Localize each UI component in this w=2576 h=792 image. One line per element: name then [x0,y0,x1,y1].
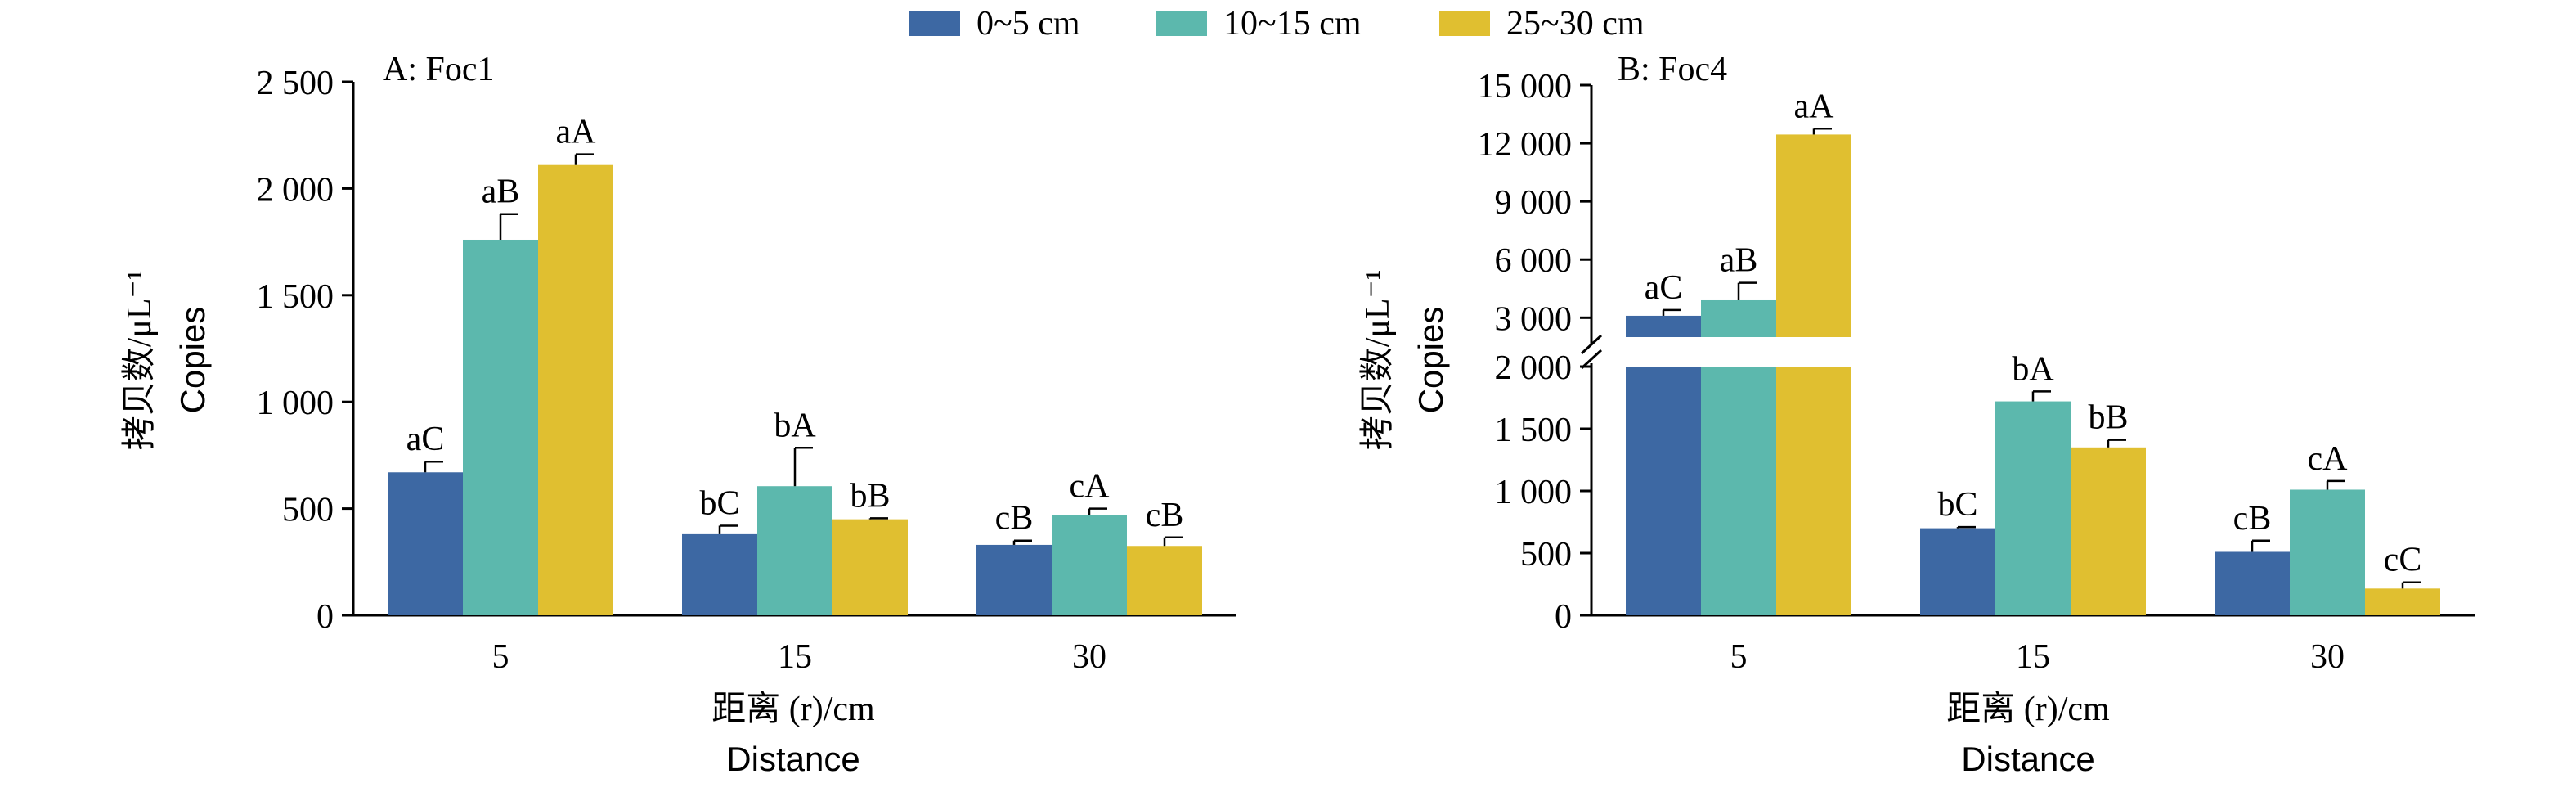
panel-a-bar-10-15-cm-5 [463,239,538,615]
panel-b-y-tick-label: 15 000 [1478,68,1573,106]
panel-b-sig-label: aC [1645,269,1683,307]
panel-a-sig-label: bC [699,484,739,522]
panel-b-y-axis-title: 拷贝数/μL⁻¹ Copies [1359,270,1450,451]
panel-a-x-tick-label-5: 5 [492,638,509,676]
panel-b-bar-25-30-cm-5-upper [1776,134,1851,337]
panel-b-x-tick-label-5: 5 [1730,638,1748,676]
panel-b-bar-10-15-cm-15 [1995,401,2071,615]
panel-a-title: A: Foc1 [383,51,495,88]
panel-b-axis-break-mark [1580,334,1603,355]
panel-a-sig-label: aC [406,421,445,458]
panel-a-xlabel-line2: Distance [726,740,859,778]
panel-b-y-tick-label: 3 000 [1495,300,1573,338]
panel-a-y-tick-label: 0 [316,598,334,636]
panel-b-x-tick-label-30: 30 [2310,638,2345,676]
panel-b-sig-label: aB [1720,242,1758,280]
panel-b-bar-25-30-cm-5-lower [1776,367,1851,615]
panel-a-bar-25-30-cm-30 [1127,546,1202,615]
panel-b-sig-label: cC [2384,542,2422,579]
legend-label-25-30cm: 25~30 cm [1506,5,1645,43]
panel-a-plot: 0 500 1 000 1 500 2 000 2 500 5 aC aB aA 15 bC bA bB 3… [257,65,1236,676]
panel-b-sig-label: cA [2308,440,2349,478]
panel-b: B: Foc4 拷贝数/μL⁻¹ Copies 0 500 1 000 1 500 2 … [1359,51,2475,778]
panel-a-y-tick-label: 2 500 [257,65,334,102]
panel-a-sig-label: cB [995,500,1034,538]
panel-a-bar-10-15-cm-30 [1052,515,1127,615]
legend-swatch-25-30cm [1439,11,1490,36]
panel-b-bar-0-5-cm-5-upper [1626,315,1701,337]
panel-b-bar-25-30-cm-15 [2071,447,2146,615]
panel-b-plot: 0 500 1 000 1 500 2 000 3 000 6 000 9 000 12 000… [1478,68,2475,676]
panel-b-title: B: Foc4 [1618,51,1727,88]
panel-a-y-tick-label: 1 000 [257,385,334,422]
panel-a-y-tick-label: 500 [282,492,334,529]
panel-a-sig-label: bB [850,477,890,515]
panel-a-x-tick-label-15: 15 [778,638,812,676]
panel-a-sig-label: cA [1070,468,1111,506]
panel-b-sig-label: bA [2012,350,2054,388]
panel-b-bar-0-5-cm-5-lower [1626,367,1701,615]
panel-a-sig-label: bA [774,407,816,444]
panel-b-ylabel-line2: Copies [1411,307,1450,414]
panel-b-y-tick-label: 12 000 [1478,126,1573,164]
panel-b-x-tick-label-15: 15 [2016,638,2050,676]
panel-a-bar-0-5-cm-15 [682,533,757,615]
legend: 0~5 cm 10~15 cm 25~30 cm [909,5,1645,43]
panel-b-y-tick-label: 0 [1555,598,1572,636]
panel-a-y-axis-title: 拷贝数/μL⁻¹ Copies [121,270,212,451]
panel-b-ylabel-line1: 拷贝数/μL⁻¹ [1359,270,1397,451]
panel-b-y-tick-label: 2 000 [1495,349,1573,387]
legend-swatch-0-5cm [909,11,960,36]
panel-b-y-tick-label: 1 500 [1495,412,1573,449]
panel-a: A: Foc1 拷贝数/μL⁻¹ Copies 0 500 1 000 1 500 2 … [121,51,1236,778]
panel-a-ylabel-line2: Copies [173,307,212,414]
panel-a-bar-0-5-cm-30 [976,544,1052,615]
panel-b-y-tick-label: 500 [1520,536,1572,574]
panel-b-xlabel-line2: Distance [1961,740,2094,778]
panel-b-y-tick-label: 6 000 [1495,242,1573,280]
panel-a-xlabel-line1: 距离 (r)/cm [711,690,875,728]
legend-label-10-15cm: 10~15 cm [1223,5,1362,43]
panel-a-ylabel-line1: 拷贝数/μL⁻¹ [121,270,159,451]
legend-swatch-10-15cm [1156,11,1207,36]
panel-a-bar-25-30-cm-5 [538,164,613,615]
panel-b-bar-0-5-cm-30 [2215,551,2290,615]
panel-b-axis-break-mark [1580,349,1603,370]
panel-b-sig-label: bB [2088,399,2128,437]
panel-a-x-tick-label-30: 30 [1072,638,1106,676]
panel-b-bar-10-15-cm-30 [2290,489,2365,615]
legend-label-0-5cm: 0~5 cm [976,5,1080,43]
panel-a-bar-25-30-cm-15 [832,519,908,615]
panel-a-y-tick-label: 1 500 [257,278,334,316]
panel-b-y-tick-label: 1 000 [1495,474,1573,511]
panel-b-bar-10-15-cm-5-upper [1701,299,1776,337]
panel-a-sig-label: aA [556,114,597,151]
panel-b-sig-label: aA [1794,88,1835,125]
panel-b-y-tick-label: 9 000 [1495,184,1573,222]
panel-b-bar-0-5-cm-15 [1920,528,1995,615]
panel-b-bar-25-30-cm-30 [2365,588,2440,615]
panel-a-y-tick-label: 2 000 [257,171,334,209]
panel-b-sig-label: cB [2233,500,2272,538]
panel-b-bar-10-15-cm-5-lower [1701,367,1776,615]
panel-a-sig-label: cB [1146,497,1184,534]
panel-b-sig-label: bC [1937,486,1977,524]
panel-b-xlabel-line1: 距离 (r)/cm [1946,690,2110,728]
panel-a-bar-0-5-cm-5 [388,472,463,615]
panel-a-bar-10-15-cm-15 [757,486,832,615]
panel-a-sig-label: aB [482,173,520,211]
